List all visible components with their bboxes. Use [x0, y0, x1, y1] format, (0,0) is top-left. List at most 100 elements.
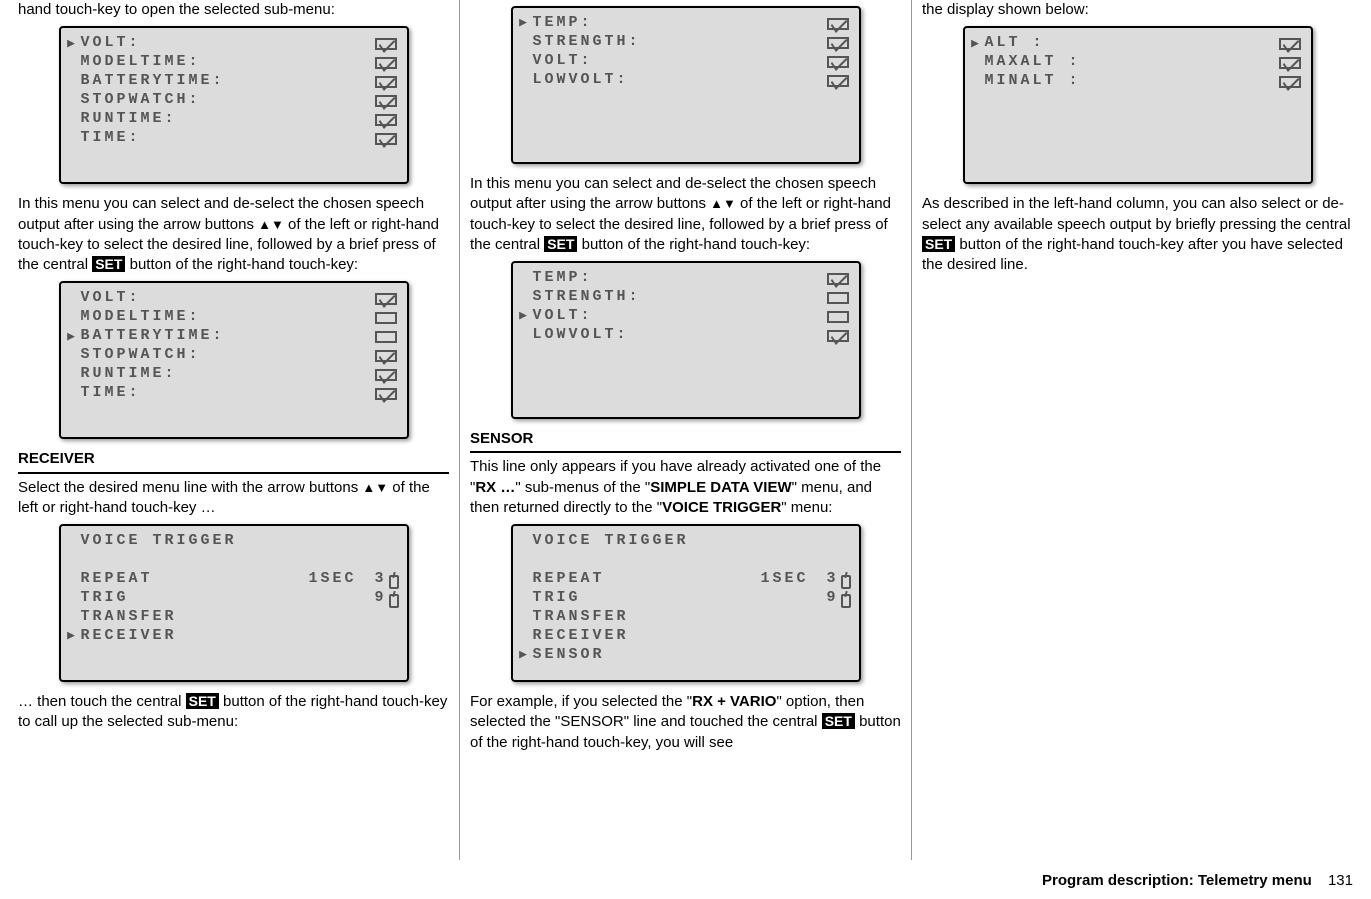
lcd-row: ▶ALT :	[969, 34, 1303, 53]
lcd-label: STRENGTH:	[533, 288, 827, 307]
c3-p1: the display shown below:	[922, 0, 1353, 20]
c3-p2: As described in the left-hand column, yo…	[922, 194, 1353, 275]
checkbox-icon	[375, 350, 397, 362]
lcd-label: LOWVOLT:	[533, 326, 827, 345]
lcd-label: VOLT:	[81, 34, 375, 53]
switch-icon	[841, 575, 851, 589]
lcd-title: VOICE TRIGGER	[81, 532, 399, 551]
lcd-row: MAXALT :	[969, 53, 1303, 72]
column-3: the display shown below: ▶ALT :MAXALT :M…	[912, 0, 1353, 860]
text: As described in the left-hand column, yo…	[922, 195, 1351, 232]
lcd-row: TRIG9	[517, 589, 851, 608]
c1-p1: hand touch-key to open the selected sub-…	[18, 0, 449, 20]
lcd-label: REPEAT	[81, 570, 287, 589]
checkbox-icon	[375, 293, 397, 305]
text: For example, if you selected the "	[470, 693, 692, 710]
up-down-arrows-icon: ▲▼	[710, 196, 736, 211]
lcd-row: VOLT:	[65, 289, 399, 308]
checkbox-icon	[375, 369, 397, 381]
c1-p4: … then touch the central SET button of t…	[18, 692, 449, 733]
checkbox-icon	[375, 312, 397, 324]
lcd-label: BATTERYTIME:	[81, 327, 375, 346]
c2-p2: This line only appears if you have alrea…	[470, 457, 901, 518]
lcd-row: BATTERYTIME:	[65, 72, 399, 91]
lcd-label: MAXALT :	[985, 53, 1279, 72]
lcd-label: REPEAT	[533, 570, 739, 589]
lcd-label: MINALT :	[985, 72, 1279, 91]
selection-arrow-icon: ▶	[517, 308, 533, 324]
c3-lcd1: ▶ALT :MAXALT :MINALT :	[963, 26, 1313, 184]
checkbox-icon	[827, 292, 849, 304]
c1-lcd2: VOLT:MODELTIME:▶BATTERYTIME:STOPWATCH:RU…	[59, 281, 409, 439]
lcd-value: 9	[357, 589, 387, 608]
set-button-label: SET	[92, 256, 125, 272]
lcd-label: ALT :	[985, 34, 1279, 53]
lcd-row: ▶TEMP:	[517, 14, 851, 33]
column-2: ▶TEMP:STRENGTH:VOLT:LOWVOLT: In this men…	[460, 0, 912, 860]
lcd-label: LOWVOLT:	[533, 71, 827, 90]
bold-voice-trigger: VOICE TRIGGER	[662, 499, 781, 516]
footer-page-number: 131	[1328, 872, 1353, 889]
lcd-row: TEMP:	[517, 269, 851, 288]
checkbox-icon	[827, 311, 849, 323]
lcd-value: 1SEC	[739, 570, 809, 589]
lcd-row: STOPWATCH:	[65, 91, 399, 110]
bold-rx: RX …	[475, 479, 515, 496]
lcd-row: STRENGTH:	[517, 33, 851, 52]
lcd-label: RECEIVER	[533, 627, 751, 646]
lcd-label: TIME:	[81, 384, 375, 403]
lcd-label: TRIG	[81, 589, 287, 608]
lcd-row: MODELTIME:	[65, 308, 399, 327]
up-down-arrows-icon: ▲▼	[258, 217, 284, 232]
lcd-label: TIME:	[81, 129, 375, 148]
text: " sub-menus of the "	[515, 479, 650, 496]
lcd-label: STOPWATCH:	[81, 346, 375, 365]
set-button-label: SET	[922, 236, 955, 252]
page-footer: Program description: Telemetry menu 131	[1042, 871, 1353, 891]
lcd-row: MINALT :	[969, 72, 1303, 91]
lcd-row: TRANSFER	[517, 608, 851, 627]
footer-title: Program description: Telemetry menu	[1042, 872, 1312, 889]
lcd-label: TRANSFER	[81, 608, 299, 627]
lcd-row: TRANSFER	[65, 608, 399, 627]
receiver-heading: RECEIVER	[18, 449, 449, 473]
lcd-row: ▶BATTERYTIME:	[65, 327, 399, 346]
selection-arrow-icon: ▶	[65, 36, 81, 52]
set-button-label: SET	[186, 693, 219, 709]
checkbox-icon	[375, 95, 397, 107]
c2-lcd2: TEMP:STRENGTH:▶VOLT:LOWVOLT:	[511, 261, 861, 419]
set-button-label: SET	[822, 713, 855, 729]
lcd-label: VOLT:	[81, 289, 375, 308]
lcd-label: VOLT:	[533, 52, 827, 71]
lcd-title: VOICE TRIGGER	[533, 532, 851, 551]
checkbox-icon	[827, 330, 849, 342]
lcd-row: VOLT:	[517, 52, 851, 71]
lcd-value: 9	[809, 589, 839, 608]
checkbox-icon	[375, 388, 397, 400]
switch-icon	[389, 575, 399, 589]
checkbox-icon	[827, 18, 849, 30]
text: " menu:	[781, 499, 832, 516]
c1-p2: In this menu you can select and de-selec…	[18, 194, 449, 275]
selection-arrow-icon: ▶	[517, 15, 533, 31]
selection-arrow-icon: ▶	[65, 329, 81, 345]
lcd-label: STOPWATCH:	[81, 91, 375, 110]
lcd-label: VOLT:	[533, 307, 827, 326]
checkbox-icon	[827, 75, 849, 87]
checkbox-icon	[1279, 57, 1301, 69]
lcd-label: MODELTIME:	[81, 308, 375, 327]
lcd-row: ▶RECEIVER	[65, 627, 399, 646]
checkbox-icon	[1279, 38, 1301, 50]
up-down-arrows-icon: ▲▼	[362, 480, 388, 495]
switch-icon	[389, 594, 399, 608]
lcd-row: RUNTIME:	[65, 365, 399, 384]
checkbox-icon	[827, 37, 849, 49]
c1-lcd1: ▶VOLT:MODELTIME:BATTERYTIME:STOPWATCH:RU…	[59, 26, 409, 184]
text: button of the right-hand touch-key:	[125, 256, 358, 273]
lcd-title-row: VOICE TRIGGER	[517, 532, 851, 551]
checkbox-icon	[375, 114, 397, 126]
c2-lcd3: VOICE TRIGGERREPEAT1SEC3TRIG9TRANSFERREC…	[511, 524, 861, 682]
text: button of the right-hand touch-key:	[577, 236, 810, 253]
lcd-label: RUNTIME:	[81, 365, 375, 384]
lcd-value: 1SEC	[287, 570, 357, 589]
